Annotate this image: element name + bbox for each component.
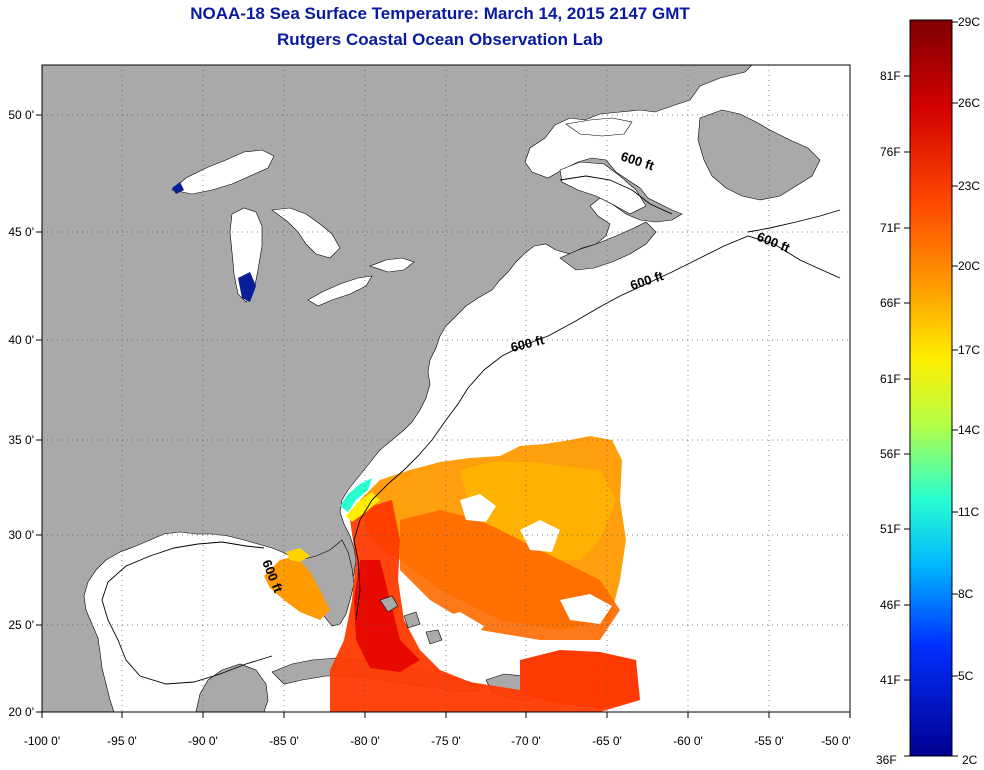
colorbar-celsius-labels: 29C 26C 23C 20C 17C 14C 11C 8C 5C 2C xyxy=(958,15,980,767)
latitude-labels: 50 0' 45 0' 40 0' 35 0' 30 0' 25 0' 20 0… xyxy=(8,108,34,719)
gulf-st-lawrence xyxy=(559,161,647,215)
lon-label: -80 0' xyxy=(350,734,380,748)
longitude-labels: -100 0' -95 0' -90 0' -85 0' -80 0' -75 … xyxy=(24,734,851,748)
lon-label: -85 0' xyxy=(269,734,299,748)
north-america-land xyxy=(42,65,753,712)
fahrenheit-label: 36F xyxy=(876,753,897,767)
celsius-label: 26C xyxy=(958,96,980,110)
colorbar xyxy=(909,19,953,757)
lat-label: 50 0' xyxy=(8,108,34,122)
fahrenheit-label: 51F xyxy=(880,522,901,536)
celsius-label: 20C xyxy=(958,259,980,273)
lake-superior-sst xyxy=(172,182,184,194)
lake-huron xyxy=(271,207,341,259)
celsius-label: 5C xyxy=(958,669,974,683)
lat-label: 45 0' xyxy=(8,225,34,239)
lat-label: 40 0' xyxy=(8,333,34,347)
celsius-label: 8C xyxy=(958,587,974,601)
colorbar-fahrenheit-labels: 81F 76F 71F 66F 61F 56F 51F 46F 41F 36F xyxy=(876,69,901,767)
bahamas-land xyxy=(379,595,443,645)
map-subtitle: Rutgers Coastal Ocean Observation Lab xyxy=(277,30,603,49)
celsius-label: 29C xyxy=(958,15,980,29)
celsius-label: 14C xyxy=(958,423,980,437)
lat-label: 35 0' xyxy=(8,433,34,447)
lon-label: -55 0' xyxy=(754,734,784,748)
lat-label: 25 0' xyxy=(8,618,34,632)
nova-scotia-land xyxy=(559,221,657,271)
fahrenheit-label: 66F xyxy=(880,296,901,310)
lake-michigan-sst xyxy=(238,272,256,302)
lat-label: 20 0' xyxy=(8,705,34,719)
celsius-label: 2C xyxy=(962,753,978,767)
fahrenheit-label: 61F xyxy=(880,372,901,386)
lon-label: -70 0' xyxy=(511,734,541,748)
lon-label: -60 0' xyxy=(673,734,703,748)
lon-label: -100 0' xyxy=(24,734,60,748)
lat-label: 30 0' xyxy=(8,528,34,542)
newfoundland-land xyxy=(697,109,821,201)
celsius-label: 17C xyxy=(958,343,980,357)
lake-ontario xyxy=(369,257,415,273)
lake-superior xyxy=(171,149,275,195)
lon-label: -90 0' xyxy=(188,734,218,748)
fahrenheit-label: 71F xyxy=(880,221,901,235)
lon-label: -50 0' xyxy=(821,734,851,748)
lon-label: -95 0' xyxy=(107,734,137,748)
axis-ticks xyxy=(36,114,851,718)
map-title: NOAA-18 Sea Surface Temperature: March 1… xyxy=(190,4,690,23)
sst-overlay xyxy=(264,436,640,712)
lake-erie xyxy=(307,275,373,307)
depth-contours xyxy=(101,175,841,685)
colorbar-ticks xyxy=(904,21,958,757)
lon-label: -75 0' xyxy=(431,734,461,748)
fahrenheit-label: 46F xyxy=(880,598,901,612)
celsius-label: 11C xyxy=(958,505,979,519)
celsius-label: 23C xyxy=(958,179,980,193)
fahrenheit-label: 41F xyxy=(880,673,901,687)
fahrenheit-label: 76F xyxy=(880,145,901,159)
fahrenheit-label: 56F xyxy=(880,447,901,461)
fahrenheit-label: 81F xyxy=(880,69,901,83)
bay-area-water xyxy=(565,117,633,137)
lon-label: -65 0' xyxy=(592,734,622,748)
